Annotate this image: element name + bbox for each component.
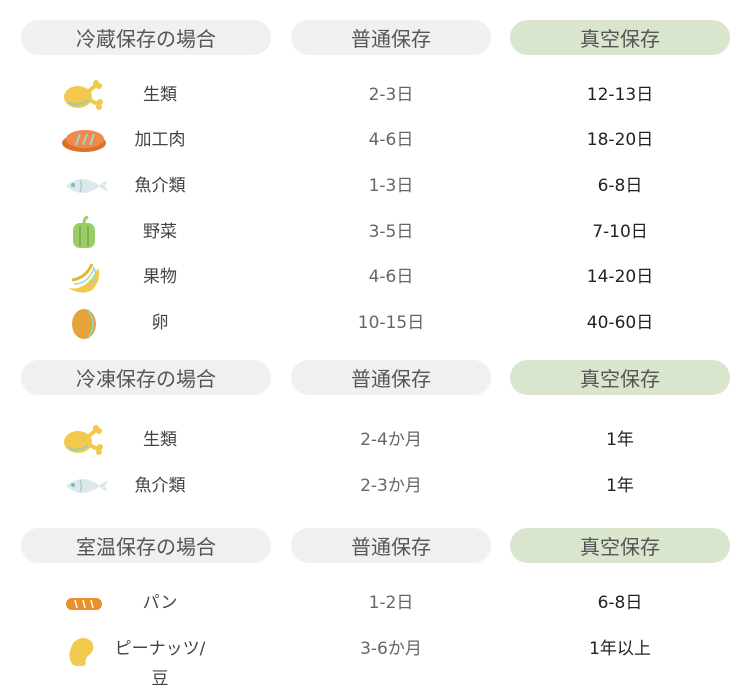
vacuum-storage-value: 14-20日 [586, 267, 654, 287]
normal-storage-value: 2-4か月 [360, 430, 422, 450]
header-vacuum-storage: 真空保存 [510, 360, 730, 395]
table-row: ピーナッツ/豆 3-6か月 1年以上 [0, 634, 750, 689]
section-title: 冷凍保存の場合 [21, 360, 271, 395]
vacuum-storage-value: 6-8日 [597, 176, 643, 196]
chicken-icon [64, 425, 103, 455]
table-row: パン 1-2日 6-8日 [0, 588, 750, 618]
vacuum-storage-value: 1年以上 [589, 639, 651, 659]
table-row: 果物 4-6日 14-20日 [0, 262, 750, 293]
normal-storage-value: 2-3日 [368, 85, 414, 105]
food-label: 果物 [143, 267, 177, 287]
header-normal-storage: 普通保存 [291, 20, 491, 55]
chicken-icon [64, 80, 103, 110]
food-label: 生類 [143, 85, 177, 105]
table-row: 魚介類 1-3日 6-8日 [0, 171, 750, 201]
header-normal-storage: 普通保存 [291, 528, 491, 563]
food-label: ピーナッツ/豆 [114, 639, 206, 689]
table-row: 生類 2-3日 12-13日 [0, 80, 750, 110]
normal-storage-value: 10-15日 [357, 313, 425, 333]
bread-icon [66, 598, 102, 610]
normal-storage-value: 4-6日 [368, 130, 414, 150]
steak-icon [62, 130, 106, 152]
food-label: 卵 [151, 313, 169, 333]
header-vacuum-storage: 真空保存 [510, 528, 730, 563]
table-row: 魚介類 2-3か月 1年 [0, 471, 750, 501]
normal-storage-value: 1-3日 [368, 176, 414, 196]
food-label: 生類 [143, 430, 177, 450]
normal-storage-value: 3-6か月 [360, 639, 422, 659]
pepper-icon [73, 215, 95, 248]
food-label: 加工肉 [134, 130, 186, 150]
vacuum-storage-value: 1年 [606, 430, 634, 450]
food-label: 魚介類 [134, 176, 186, 196]
fish-icon [66, 179, 108, 193]
table-row: 野菜 3-5日 7-10日 [0, 215, 750, 248]
vacuum-storage-value: 6-8日 [597, 593, 643, 613]
normal-storage-value: 3-5日 [368, 222, 414, 242]
vacuum-storage-value: 12-13日 [586, 85, 654, 105]
section-title: 室温保存の場合 [21, 528, 271, 563]
header-normal-storage: 普通保存 [291, 360, 491, 395]
vacuum-storage-value: 40-60日 [586, 313, 654, 333]
fish-icon [66, 479, 108, 493]
vacuum-storage-value: 18-20日 [586, 130, 654, 150]
normal-storage-value: 1-2日 [368, 593, 414, 613]
normal-storage-value: 2-3か月 [360, 476, 422, 496]
food-label: パン [142, 593, 178, 613]
table-row: 卵 10-15日 40-60日 [0, 308, 750, 339]
food-label: 野菜 [143, 222, 177, 242]
food-label: 魚介類 [134, 476, 186, 496]
header-vacuum-storage: 真空保存 [510, 20, 730, 55]
section-title: 冷蔵保存の場合 [21, 20, 271, 55]
vacuum-storage-value: 1年 [606, 476, 634, 496]
table-row: 生類 2-4か月 1年 [0, 425, 750, 455]
peanut-icon [69, 638, 94, 666]
vacuum-storage-value: 7-10日 [592, 222, 648, 242]
normal-storage-value: 4-6日 [368, 267, 414, 287]
table-row: 加工肉 4-6日 18-20日 [0, 125, 750, 155]
banana-icon [68, 263, 100, 293]
egg-icon [72, 309, 96, 339]
